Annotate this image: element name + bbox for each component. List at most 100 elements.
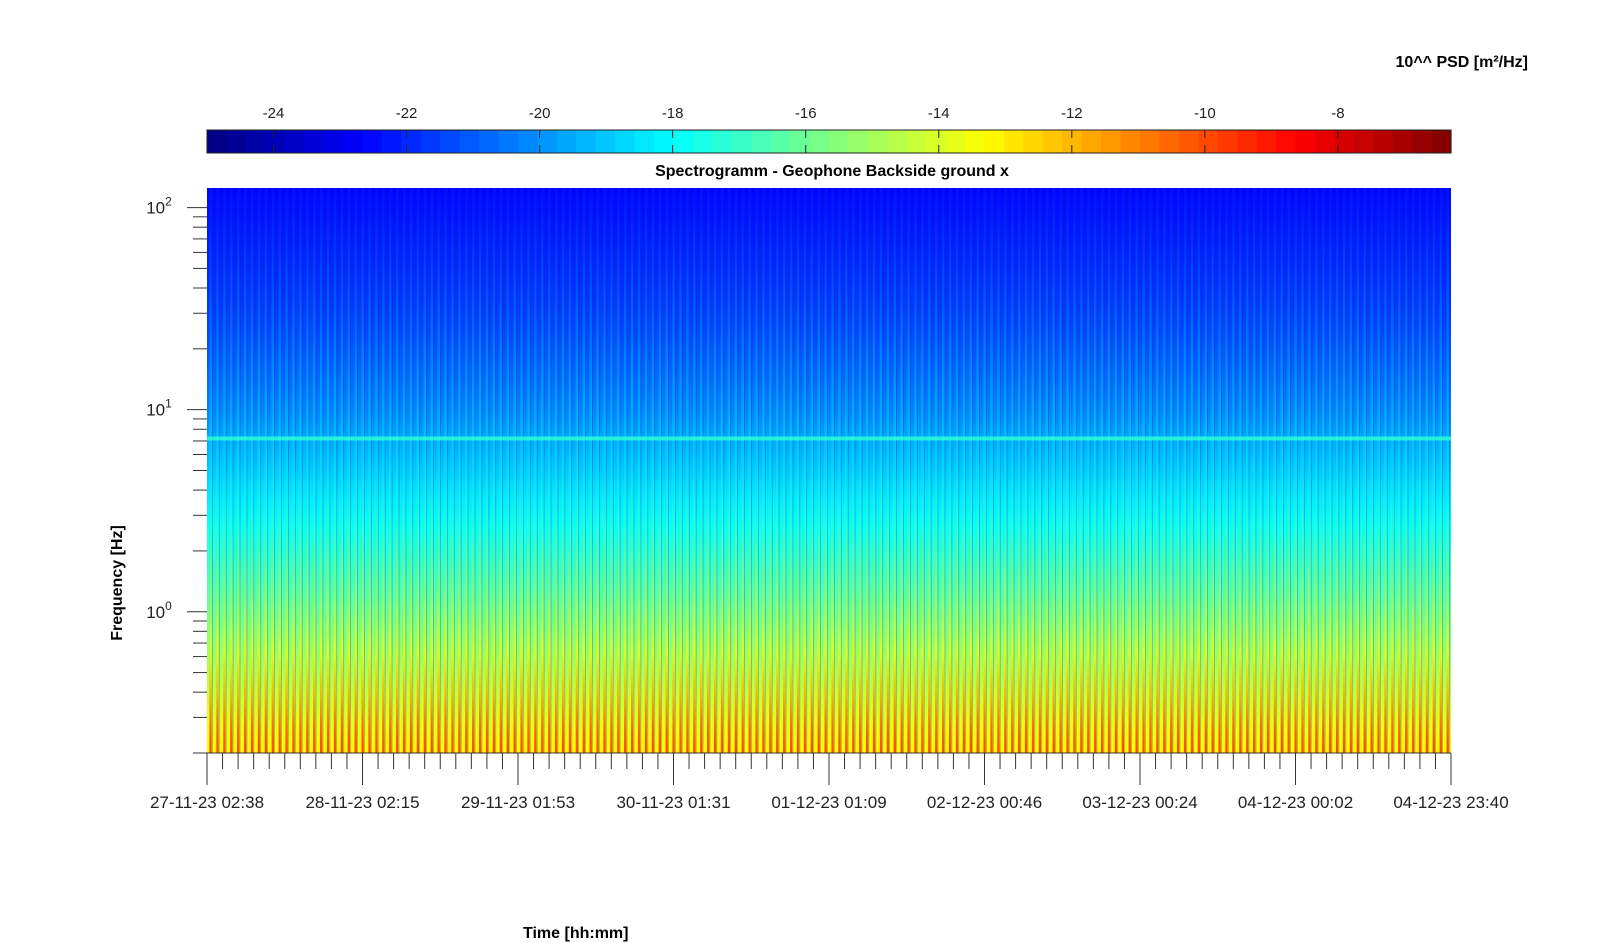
transient-column: [928, 188, 931, 753]
colorbar-swatch: [731, 130, 752, 153]
x-tick-label: 04-12-23 23:40: [1393, 793, 1508, 812]
transient-column: [520, 188, 523, 753]
quiet-column: [1442, 188, 1443, 753]
transient-column: [872, 188, 876, 753]
quiet-column: [792, 188, 794, 753]
quiet-column: [1379, 188, 1381, 753]
colorbar-swatch: [1276, 130, 1297, 153]
colorbar-tick-label: -12: [1061, 105, 1083, 122]
quiet-column: [1428, 188, 1430, 753]
quiet-column: [1310, 188, 1312, 753]
quiet-column: [640, 188, 642, 753]
quiet-column: [1214, 188, 1215, 753]
quiet-column: [847, 188, 849, 753]
transient-column: [1052, 188, 1055, 753]
quiet-column: [377, 188, 379, 753]
colorbar-swatch: [1334, 130, 1355, 153]
colorbar-swatch: [537, 130, 558, 153]
colorbar-swatch: [829, 130, 850, 153]
quiet-column: [267, 188, 269, 753]
transient-column: [900, 188, 903, 753]
quiet-column: [1131, 188, 1132, 753]
colorbar-swatch: [1159, 130, 1180, 153]
quiet-column: [771, 188, 773, 753]
colorbar-swatch: [770, 130, 791, 153]
quiet-column: [543, 188, 545, 753]
transient-column: [969, 188, 972, 753]
colorbar-swatch: [790, 130, 811, 153]
transient-column: [1114, 188, 1118, 753]
quiet-column: [882, 188, 884, 753]
quiet-column: [861, 188, 863, 753]
transient-column: [478, 188, 482, 753]
transient-column: [1149, 188, 1152, 753]
quiet-column: [384, 188, 386, 753]
quiet-column: [322, 188, 324, 753]
quiet-column: [1297, 188, 1298, 753]
quiet-column: [419, 188, 421, 753]
quiet-column: [1013, 188, 1015, 753]
colorbar-swatch: [498, 130, 519, 153]
quiet-column: [453, 188, 455, 753]
colorbar-swatch: [712, 130, 733, 153]
colorbar-swatch: [1353, 130, 1374, 153]
transient-column: [789, 188, 793, 753]
quiet-column: [986, 188, 987, 753]
colorbar-swatch: [226, 130, 247, 153]
quiet-column: [972, 188, 974, 753]
x-tick-label: 04-12-23 00:02: [1238, 793, 1353, 812]
quiet-column: [308, 188, 310, 753]
quiet-column: [916, 188, 918, 753]
transient-column: [1011, 188, 1014, 753]
transient-column: [423, 188, 427, 753]
quiet-column: [1435, 188, 1437, 753]
transient-column: [1087, 188, 1090, 753]
colorbar-swatch: [265, 130, 286, 153]
transient-column: [306, 188, 309, 753]
transient-column: [472, 188, 475, 753]
transient-column: [935, 188, 938, 753]
quiet-column: [522, 188, 524, 753]
quiet-column: [550, 188, 552, 753]
quiet-column: [1041, 188, 1043, 753]
quiet-column: [1449, 188, 1450, 753]
transient-column: [589, 188, 592, 753]
transient-column: [1100, 188, 1104, 753]
transient-column: [1446, 188, 1449, 753]
quiet-column: [488, 188, 490, 753]
quiet-column: [626, 188, 628, 753]
colorbar-swatch: [304, 130, 325, 153]
transient-column: [278, 188, 281, 753]
quiet-column: [1421, 188, 1423, 753]
transient-column: [962, 188, 966, 753]
transient-column: [644, 188, 648, 753]
transient-column: [810, 188, 814, 753]
transient-column: [1038, 188, 1042, 753]
transient-column: [1128, 188, 1131, 753]
quiet-column: [1414, 188, 1416, 753]
quiet-column: [592, 188, 593, 753]
transient-column: [893, 188, 896, 753]
quiet-column: [1227, 188, 1229, 753]
colorbar-swatch: [595, 130, 616, 153]
colorbar-tick-label: -16: [795, 105, 817, 122]
transient-column: [879, 188, 883, 753]
transient-column: [1432, 188, 1436, 753]
quiet-column: [536, 188, 538, 753]
colorbar-swatch: [1314, 130, 1335, 153]
quiet-column: [1075, 188, 1077, 753]
colorbar-swatch: [1178, 130, 1199, 153]
transient-column: [748, 188, 751, 753]
quiet-column: [1345, 188, 1347, 753]
transient-column: [361, 188, 364, 753]
quiet-column: [909, 188, 911, 753]
transient-column: [1384, 188, 1387, 753]
transient-column: [1232, 188, 1235, 753]
quiet-column: [799, 188, 801, 753]
colorbar-swatch: [1198, 130, 1219, 153]
x-axis-label: Time [hh:mm]: [523, 925, 629, 942]
transient-column: [941, 188, 945, 753]
transient-column: [1024, 188, 1028, 753]
x-axis: 27-11-23 02:38 28-11-23 02:15 29-11-23 01:…: [150, 752, 1509, 812]
quiet-column: [598, 188, 600, 753]
